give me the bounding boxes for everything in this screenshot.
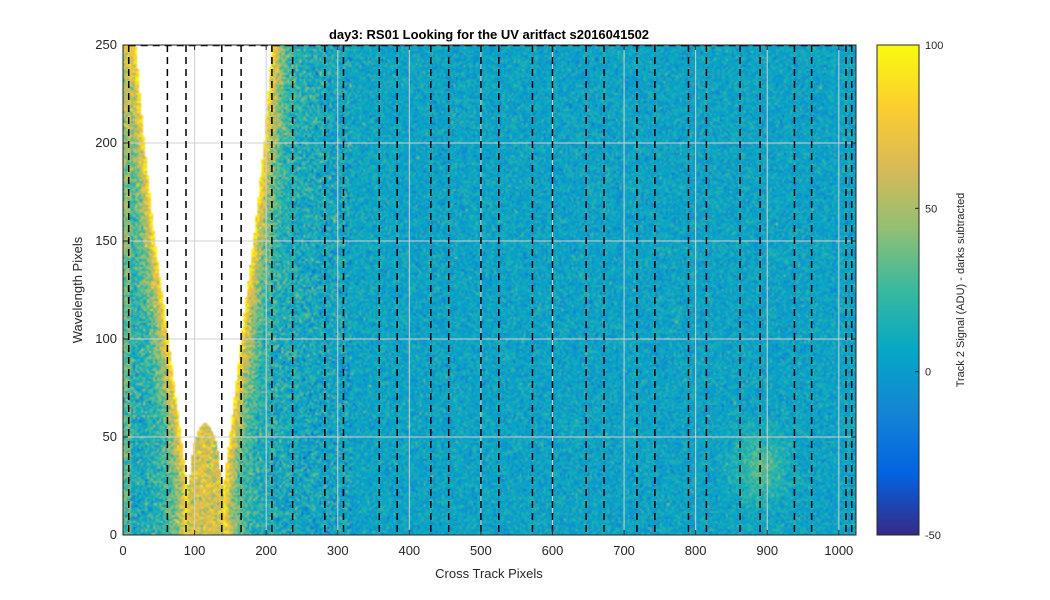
colorbar-tick-label: 50 <box>925 203 937 215</box>
x-tick-label: 800 <box>685 543 707 558</box>
x-tick-label: 200 <box>255 543 277 558</box>
colorbar-gradient <box>876 44 920 536</box>
x-tick-label: 100 <box>184 543 206 558</box>
x-axis-label: Cross Track Pixels <box>435 566 543 581</box>
x-axis: 0 100 200 300 400 500 600 700 800 900 1000 <box>119 45 853 558</box>
dashed-boundary-lines <box>127 44 853 535</box>
colorbar-tick-label: 100 <box>925 40 943 52</box>
plot-frame <box>122 44 857 536</box>
chart-title: day3: RS01 Looking for the UV aritfact s… <box>329 27 649 42</box>
colorbar-label: Track 2 Signal (ADU) - darks subtracted <box>955 193 967 388</box>
y-tick-label: 250 <box>95 37 117 52</box>
y-axis-label: Wavelength Pixels <box>70 236 85 343</box>
x-tick-label: 1000 <box>824 543 853 558</box>
y-axis: 0 50 100 150 200 250 <box>95 37 856 542</box>
colorbar-tick-label: 0 <box>925 367 931 379</box>
plot-area <box>122 44 857 536</box>
grid-lines <box>122 44 856 536</box>
colorbar-ticks: -50 0 50 100 <box>915 40 943 542</box>
x-tick-label: 400 <box>398 543 420 558</box>
y-tick-label: 200 <box>95 135 117 150</box>
x-tick-label: 700 <box>613 543 635 558</box>
colorbar-tick-label: -50 <box>925 530 941 542</box>
heatmap-image <box>123 45 856 535</box>
x-tick-label: 900 <box>756 543 778 558</box>
y-tick-label: 100 <box>95 331 117 346</box>
y-tick-label: 50 <box>103 429 117 444</box>
colorbar: -50 0 50 100 Track 2 Signal (ADU) - darks s… <box>876 40 967 542</box>
x-tick-label: 500 <box>470 543 492 558</box>
x-tick-label: 600 <box>542 543 564 558</box>
x-tick-label: 300 <box>327 543 349 558</box>
y-tick-label: 150 <box>95 233 117 248</box>
x-tick-label: 0 <box>119 543 126 558</box>
y-tick-label: 0 <box>110 527 117 542</box>
